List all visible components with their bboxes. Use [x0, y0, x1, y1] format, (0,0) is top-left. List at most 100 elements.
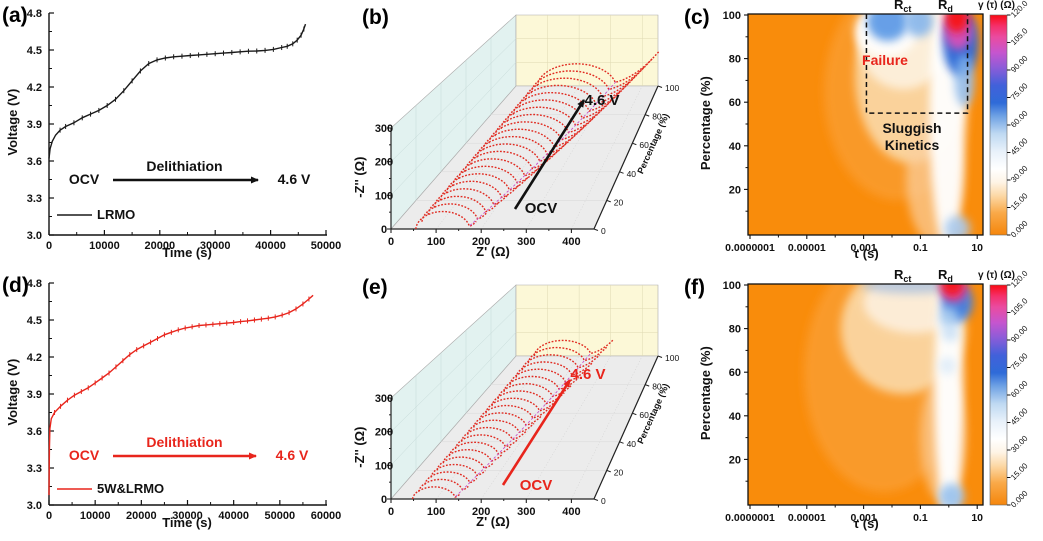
leftwall-grid [390, 308, 517, 432]
tick-label: 0.000 [1009, 489, 1030, 510]
tick-label: 3.3 [27, 193, 42, 205]
tick-label: 80 [729, 54, 741, 66]
panel-letter-d: (d) [2, 274, 29, 297]
tick-label: 60.00 [1009, 379, 1030, 400]
y-axis-label-d: Voltage (V) [4, 358, 20, 426]
tick-label: 15.00 [1009, 191, 1030, 212]
z-tick [619, 441, 624, 444]
z-tick [593, 228, 599, 231]
tick-label: 20 [614, 467, 624, 477]
eis-curve [536, 50, 661, 87]
tick-label: 0.001 [850, 512, 876, 524]
wall-back [515, 284, 659, 357]
rct-main: R [894, 0, 904, 12]
tick-label: 105.0 [1009, 296, 1030, 317]
annotation-delithiation-a: Delithiation [146, 158, 223, 174]
eis-curve [488, 115, 596, 144]
tick-label: 60 [729, 367, 741, 379]
eis-curve [424, 471, 478, 485]
tick-label: 50000 [311, 240, 342, 252]
tick-label: 20000 [126, 510, 157, 522]
tick-label: 0 [381, 224, 387, 236]
x-axis-label-b: Z' (Ω) [476, 244, 510, 259]
tick-label: 80 [652, 382, 662, 392]
tick-label: 4.8 [27, 278, 42, 290]
panel-e-plot-canvas: 0 100 200 300 0 100 200 300 400 0 20 40 60 80 100 [375, 284, 679, 518]
tick-label: 30000 [200, 240, 231, 252]
axis-line [593, 85, 659, 230]
eis-curve [445, 173, 530, 194]
heatmap-feature [938, 357, 956, 375]
eis-curve [494, 107, 605, 137]
floor-grid [571, 85, 643, 230]
eis-curve [464, 149, 559, 172]
eis-curve [473, 412, 543, 428]
rct-main: R [894, 267, 904, 282]
tick-label: 10 [971, 512, 983, 524]
leftwall-grid [390, 62, 517, 196]
tick-label: 3.6 [27, 426, 42, 438]
eis-curve [515, 361, 594, 378]
tick-label: 0.1 [913, 242, 928, 254]
tick-label: 45.00 [1009, 136, 1030, 157]
tick-label: 40 [729, 411, 741, 423]
tick-label: 100 [375, 460, 393, 472]
z-tick [593, 498, 599, 501]
tick-label: 50000 [265, 510, 296, 522]
eis-curve [421, 203, 488, 222]
tick-label: 300 [517, 506, 535, 518]
tick-label: 0 [601, 496, 606, 506]
tick-label: 0 [388, 236, 394, 248]
panel-a-plot-canvas: 0 10000 20000 30000 40000 50000 3.0 3.3 3.6 3.9 4.… [27, 8, 342, 252]
annotation-target-voltage-d: 4.6 V [275, 447, 309, 463]
peak-label-rct-c: Rct [894, 0, 911, 15]
tick-label: 200 [375, 157, 393, 169]
panel-d-plot-canvas: 0 10000 20000 30000 40000 50000 60000 3.0 3.3 3.6… [27, 278, 342, 522]
tick-label: 300 [375, 393, 393, 405]
legend-label-d: 5W&LRMO [97, 481, 165, 496]
eis-curve [436, 456, 495, 471]
ocv-to-46v-arrow [501, 379, 572, 486]
tick-label: 3.0 [27, 500, 42, 512]
tick-label: 90.00 [1009, 54, 1030, 75]
tick-label: 20 [729, 184, 741, 196]
tick-label: 0 [601, 226, 606, 236]
tick-label: 100 [427, 506, 445, 518]
tick-label: 10000 [89, 240, 120, 252]
peak-label-rct-f: Rct [894, 267, 911, 285]
x-axis-label-c: τ (s) [853, 246, 879, 261]
panel-letter-a: (a) [2, 4, 28, 27]
eis-curve [467, 419, 535, 435]
tick-label: 20 [614, 197, 624, 207]
tick-label: 60000 [311, 510, 342, 522]
tick-label: 200 [375, 427, 393, 439]
eis-curve [476, 132, 578, 158]
eis-curve [485, 397, 558, 414]
eis-curve [527, 346, 608, 364]
heatmap-feature [944, 215, 971, 235]
tick-label: 0 [381, 494, 387, 506]
y-axis-label-f: Percentage (%) [697, 346, 713, 441]
tick-label: 60 [639, 140, 649, 150]
eis-curve [506, 90, 621, 122]
panel-b: 0 100 200 300 0 100 200 300 400 0 20 40 60 80 100 (b) … [348, 0, 680, 270]
tick-label: 100 [723, 280, 741, 292]
annotation-delithiation-d: Delithiation [146, 434, 223, 450]
eis-curve [418, 478, 469, 492]
peak-label-rd-c: Rd [938, 0, 953, 15]
tick-label: 3.3 [27, 463, 42, 475]
panel-c-plot-canvas: 0.0000001 0.00001 0.001 0.1 10 20 40 60 80 100 0.0… [723, 0, 1030, 254]
tick-label: 3.9 [27, 119, 42, 131]
panel-f-plot-canvas: 0.0000001 0.00001 0.001 0.1 10 20 40 60 80 100 0.0… [723, 269, 1030, 524]
peak-label-rd-f: Rd [938, 267, 953, 285]
eis-curve [411, 486, 461, 500]
leftwall-grid [390, 38, 517, 162]
floor-grid [480, 85, 580, 230]
annotation-target-voltage-b: 4.6 V [584, 92, 620, 109]
heatmap-feature [944, 14, 969, 33]
tick-label: 105.0 [1009, 26, 1030, 47]
tick-label: 200 [472, 506, 490, 518]
eis-curve [524, 66, 645, 101]
eis-curve [512, 82, 630, 115]
rct-sub: ct [903, 4, 912, 14]
